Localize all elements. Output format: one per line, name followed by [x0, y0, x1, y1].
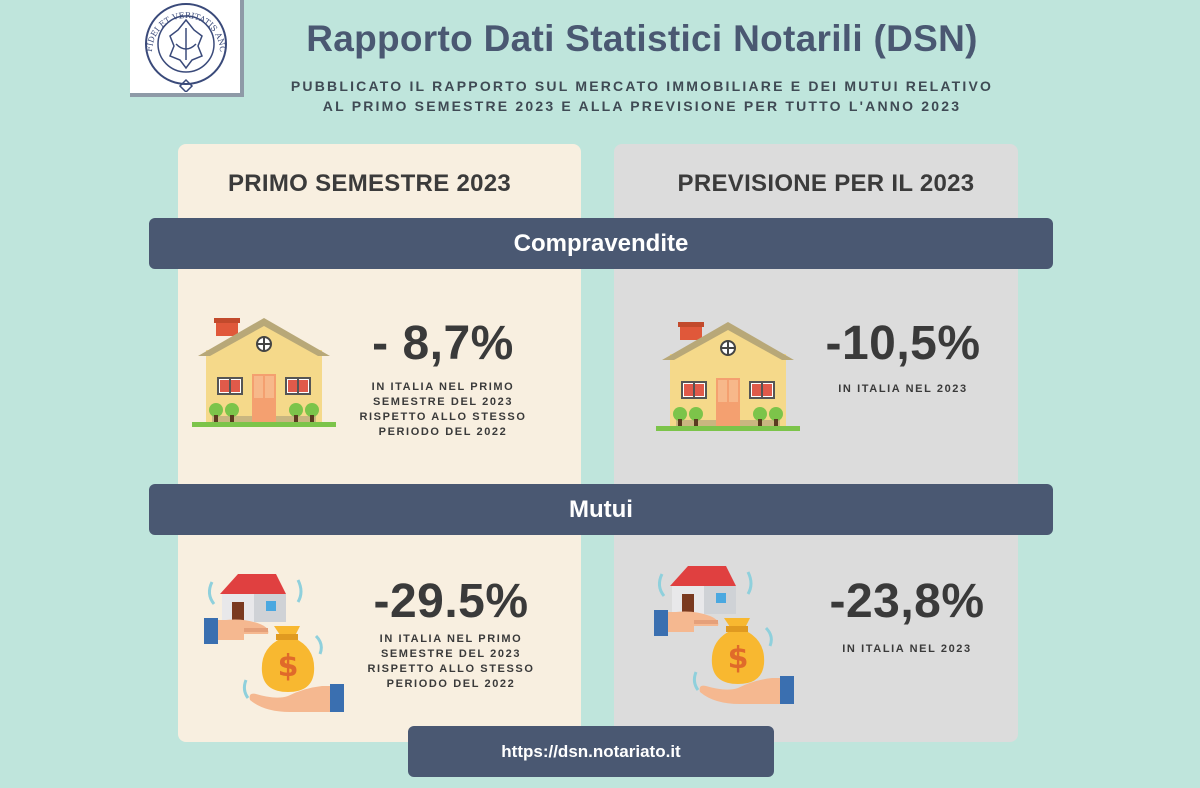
caption-line: SEMESTRE DEL 2023 [380, 648, 522, 660]
caption-line: IN ITALIA NEL 2023 [842, 643, 972, 655]
mortgages-first-half-value: -29.5% [373, 575, 529, 628]
mortgages-forecast-value: -23,8% [829, 575, 985, 628]
seal-icon: FIDEI ET VERITATIS ANCHORA [138, 0, 227, 92]
caption-line: IN ITALIA NEL PRIMO [379, 633, 523, 645]
column-heading-forecast: PREVISIONE PER IL 2023 [677, 170, 975, 197]
caption-line: RISPETTO ALLO STESSO [359, 411, 527, 423]
house-icon [656, 320, 800, 436]
subtitle-line: PUBBLICATO IL RAPPORTO SUL MERCATO IMMOB… [290, 78, 994, 94]
sales-first-half-caption: IN ITALIA NEL PRIMO SEMESTRE DEL 2023 RI… [340, 380, 546, 440]
mortgages-first-half-caption: IN ITALIA NEL PRIMO SEMESTRE DEL 2023 RI… [348, 632, 554, 692]
mortgage-hand-money-icon [204, 574, 344, 714]
caption-line: RISPETTO ALLO STESSO [367, 663, 535, 675]
house-icon [192, 316, 336, 432]
mortgages-forecast-caption: IN ITALIA NEL 2023 [804, 642, 1010, 657]
section-band-compravendite: Compravendite [149, 218, 1053, 269]
sales-forecast-value: -10,5% [825, 317, 981, 370]
sales-forecast-caption: IN ITALIA NEL 2023 [800, 382, 1006, 397]
section-band-mutui: Mutui [149, 484, 1053, 535]
subtitle-line: AL PRIMO SEMESTRE 2023 E ALLA PREVISIONE… [322, 98, 962, 114]
caption-line: PERIODO DEL 2022 [386, 678, 516, 690]
website-link[interactable]: https://dsn.notariato.it [408, 726, 774, 777]
page-subtitle: PUBBLICATO IL RAPPORTO SUL MERCATO IMMOB… [240, 76, 1044, 116]
caption-line: PERIODO DEL 2022 [378, 426, 508, 438]
notary-seal-logo: FIDEI ET VERITATIS ANCHORA [130, 0, 244, 97]
caption-line: SEMESTRE DEL 2023 [372, 396, 514, 408]
mortgage-hand-money-icon [654, 566, 794, 706]
column-heading-first-half: PRIMO SEMESTRE 2023 [227, 170, 512, 197]
caption-line: IN ITALIA NEL PRIMO [371, 381, 515, 393]
caption-line: IN ITALIA NEL 2023 [838, 383, 968, 395]
sales-first-half-value: - 8,7% [372, 317, 514, 370]
page-title: Rapporto Dati Statistici Notarili (DSN) [306, 18, 978, 59]
